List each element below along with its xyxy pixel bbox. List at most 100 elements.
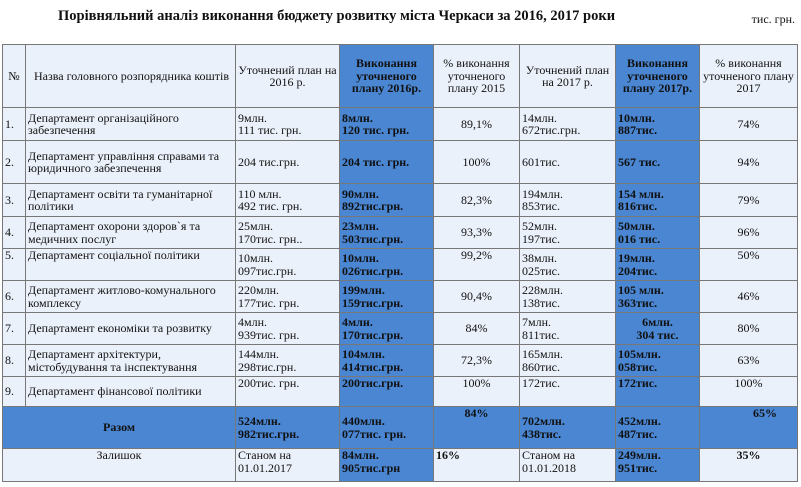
row-exec-2017: 10млн. 887тис. — [615, 107, 700, 141]
balance-pct-2017: 35% — [699, 448, 798, 482]
row-exec-2017: 6млн. 304 тис. — [615, 312, 700, 345]
row-num: 2. — [2, 140, 26, 184]
row-exec-2016: 10млн. 026тис.грн. — [339, 248, 434, 281]
row-pct-2017: 100% — [699, 376, 798, 407]
row-exec-2016: 4млн. 170тис.грн. — [339, 312, 434, 345]
row-pct-2017: 50% — [699, 248, 798, 281]
row-pct-2017: 79% — [699, 183, 798, 217]
row-exec-2017: 19млн. 204тис. — [615, 248, 700, 281]
row-plan-2017: 7млн. 811тис. — [519, 312, 616, 345]
balance-pct-2015: 16% — [433, 448, 520, 482]
row-plan-2016: 144млн. 298тис.грн. — [235, 344, 340, 377]
row-pct-2015: 99,2% — [433, 248, 520, 281]
header-exec-2017: Виконання уточненого плану 2017р. — [615, 44, 700, 108]
row-exec-2016: 104млн. 414тис.грн. — [339, 344, 434, 377]
row-pct-2017: 96% — [699, 216, 798, 249]
row-num: 3. — [2, 183, 26, 217]
table-row: 7. Департамент економіки та розвитку 4мл… — [2, 312, 798, 345]
balance-exec-2017: 249млн. 951тис. — [615, 448, 700, 482]
row-pct-2015: 93,3% — [433, 216, 520, 249]
row-pct-2015: 84% — [433, 312, 520, 345]
header-name: Назва головного розпорядника коштів — [25, 44, 236, 108]
row-plan-2016: 220млн. 177тис. грн. — [235, 280, 340, 313]
row-exec-2016: 199млн. 159тис.грн. — [339, 280, 434, 313]
balance-exec-2016: 84млн. 905тис.грн — [339, 448, 434, 482]
summary-row: Разом 524млн. 982тис.грн. 440млн. 077тис… — [2, 406, 798, 449]
row-pct-2017: 74% — [699, 107, 798, 141]
row-name: Департамент соціальної політики — [25, 248, 236, 281]
row-num: 8. — [2, 344, 26, 377]
row-num: 7. — [2, 312, 26, 345]
balance-row: Залишок Станом на 01.01.2017 84млн. 905т… — [2, 448, 798, 482]
row-num: 4. — [2, 216, 26, 249]
row-name: Департамент освіти та гуманітарної політ… — [25, 183, 236, 217]
balance-label: Залишок — [2, 448, 236, 482]
row-pct-2015: 100% — [433, 376, 520, 407]
row-plan-2017: 228млн. 138тис. — [519, 280, 616, 313]
row-num: 1. — [2, 107, 26, 141]
summary-exec-2016: 440млн. 077тис. грн. — [339, 406, 434, 449]
table-row: 4. Департамент охорони здоров`я та медич… — [2, 216, 798, 249]
row-plan-2017: 38млн. 025тис. — [519, 248, 616, 281]
row-num: 9. — [2, 376, 26, 407]
table-row: 3. Департамент освіти та гуманітарної по… — [2, 183, 798, 217]
row-pct-2015: 89,1% — [433, 107, 520, 141]
header-exec-2016: Виконання уточненого плану 2016р. — [339, 44, 434, 108]
row-pct-2017: 63% — [699, 344, 798, 377]
row-exec-2017: 154 млн. 816тис. — [615, 183, 700, 217]
row-plan-2016: 10млн. 097тис.грн. — [235, 248, 340, 281]
summary-label: Разом — [2, 406, 236, 449]
row-exec-2017: 105 млн. 363тис. — [615, 280, 700, 313]
summary-plan-2016: 524млн. 982тис.грн. — [235, 406, 340, 449]
header-num: № — [2, 44, 26, 108]
row-plan-2017: 52млн. 197тис. — [519, 216, 616, 249]
row-name: Департамент економіки та розвитку — [25, 312, 236, 345]
table-row: 8. Департамент архітектури, містобудуван… — [2, 344, 798, 377]
row-plan-2017: 172тис. — [519, 376, 616, 407]
row-name: Департамент охорони здоров`я та медичних… — [25, 216, 236, 249]
table-row: 5. Департамент соціальної політики 10млн… — [2, 248, 798, 281]
row-name: Департамент фінансової політики — [25, 376, 236, 407]
row-plan-2016: 204 тис.грн. — [235, 140, 340, 184]
summary-pct-2015: 84% — [433, 406, 520, 449]
row-plan-2016: 200тис. грн. — [235, 376, 340, 407]
row-exec-2017: 172тис. — [615, 376, 700, 407]
row-plan-2016: 25млн. 170тис. грн.. — [235, 216, 340, 249]
table-row: 2. Департамент управління справами та юр… — [2, 140, 798, 184]
unit-label: тис. грн. — [751, 12, 795, 26]
row-plan-2016: 4млн. 939тис. грн. — [235, 312, 340, 345]
header-plan-2017: Уточнений план на 2017 р. — [519, 44, 616, 108]
row-plan-2016: 9млн. 111 тис. грн. — [235, 107, 340, 141]
table-row: 1. Департамент організаційного забезпече… — [2, 107, 798, 141]
row-name: Департамент архітектури, містобудування … — [25, 344, 236, 377]
row-exec-2017: 105млн. 058тис. — [615, 344, 700, 377]
row-pct-2015: 72,3% — [433, 344, 520, 377]
summary-exec-2017: 452млн. 487тис. — [615, 406, 700, 449]
row-name: Департамент організаційного забезпечення — [25, 107, 236, 141]
summary-plan-2017: 702млн. 438тис. — [519, 406, 616, 449]
row-plan-2017: 601тис. — [519, 140, 616, 184]
row-name: Департамент житлово-комунального комплек… — [25, 280, 236, 313]
balance-plan-2016: Станом на 01.01.2017 — [235, 448, 340, 482]
row-exec-2017: 50млн. 016 тис. — [615, 216, 700, 249]
balance-plan-2017: Станом на 01.01.2018 — [519, 448, 616, 482]
summary-pct-2017: 65% — [699, 406, 798, 449]
page-title: Порівняльний аналіз виконання бюджету ро… — [58, 8, 616, 24]
row-pct-2017: 80% — [699, 312, 798, 345]
row-exec-2016: 200тис.грн. — [339, 376, 434, 407]
row-pct-2017: 94% — [699, 140, 798, 184]
row-exec-2016: 8млн. 120 тис. грн. — [339, 107, 434, 141]
row-pct-2015: 100% — [433, 140, 520, 184]
row-name: Департамент управління справами та юриди… — [25, 140, 236, 184]
budget-table: № Назва головного розпорядника коштів Ут… — [2, 44, 798, 482]
row-num: 5. — [2, 248, 26, 281]
header-pct-2017: % виконання уточненого плану 2017 — [699, 44, 798, 108]
table-row: 9. Департамент фінансової політики 200ти… — [2, 376, 798, 407]
row-pct-2015: 82,3% — [433, 183, 520, 217]
row-exec-2016: 204 тис. грн. — [339, 140, 434, 184]
row-num: 6. — [2, 280, 26, 313]
row-plan-2016: 110 млн. 492 тис. грн. — [235, 183, 340, 217]
row-plan-2017: 165млн. 860тис. — [519, 344, 616, 377]
table-row: 6. Департамент житлово-комунального комп… — [2, 280, 798, 313]
row-plan-2017: 14млн. 672тис.грн. — [519, 107, 616, 141]
